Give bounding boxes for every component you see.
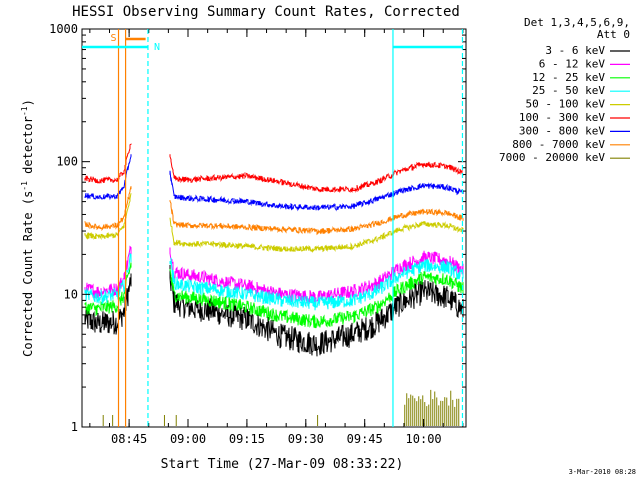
plot-area xyxy=(84,143,464,426)
legend-label: 50 - 100 keV xyxy=(526,98,606,111)
series-line xyxy=(84,193,464,253)
timestamp-label: 3-Mar-2010 08:28 xyxy=(569,468,636,476)
series-line xyxy=(84,262,464,329)
night-flag-label: N xyxy=(154,42,160,53)
x-tick-label: 09:45 xyxy=(347,432,383,446)
legend-header-2: Att 0 xyxy=(597,28,630,41)
series-line xyxy=(84,252,464,311)
series-line xyxy=(84,154,464,212)
y-tick-label: 100 xyxy=(56,155,78,169)
y-tick-label: 1 xyxy=(71,420,78,434)
y-tick-label: 1000 xyxy=(49,22,78,36)
legend-label: 100 - 300 keV xyxy=(519,111,605,124)
x-axis: 08:45 09:00 09:15 09:30 09:45 10:00 xyxy=(89,29,464,446)
x-tick-label: 08:45 xyxy=(111,432,147,446)
series-line xyxy=(84,186,464,236)
flag-markers: SN xyxy=(82,29,464,427)
saa-flag-label: S xyxy=(110,33,116,44)
legend-label: 12 - 25 keV xyxy=(532,71,605,84)
y-tick-label: 10 xyxy=(64,287,78,301)
x-axis-label: Start Time (27-Mar-09 08:33:22) xyxy=(161,457,404,472)
x-tick-label: 09:00 xyxy=(170,432,206,446)
legend-header: Det 1,3,4,5,6,9, xyxy=(524,16,630,29)
legend-label: 3 - 6 keV xyxy=(545,44,605,57)
y-axis-label: Corrected Count Rate (s-1 detector-1) xyxy=(20,99,35,357)
chart-title: HESSI Observing Summary Count Rates, Cor… xyxy=(72,4,460,20)
legend-label: 7000 - 20000 keV xyxy=(499,151,605,164)
y-axis: 1 10 100 1000 xyxy=(49,22,466,434)
legend-label: 800 - 7000 keV xyxy=(512,138,605,151)
series-line xyxy=(84,265,464,357)
plot-frame xyxy=(81,28,467,428)
x-tick-label: 09:30 xyxy=(288,432,324,446)
series-line xyxy=(84,143,464,194)
x-tick-label: 09:15 xyxy=(229,432,265,446)
x-tick-label: 10:00 xyxy=(406,432,442,446)
legend-label: 6 - 12 keV xyxy=(539,57,606,70)
legend-label: 300 - 800 keV xyxy=(519,124,605,137)
legend-label: 25 - 50 keV xyxy=(532,84,605,97)
